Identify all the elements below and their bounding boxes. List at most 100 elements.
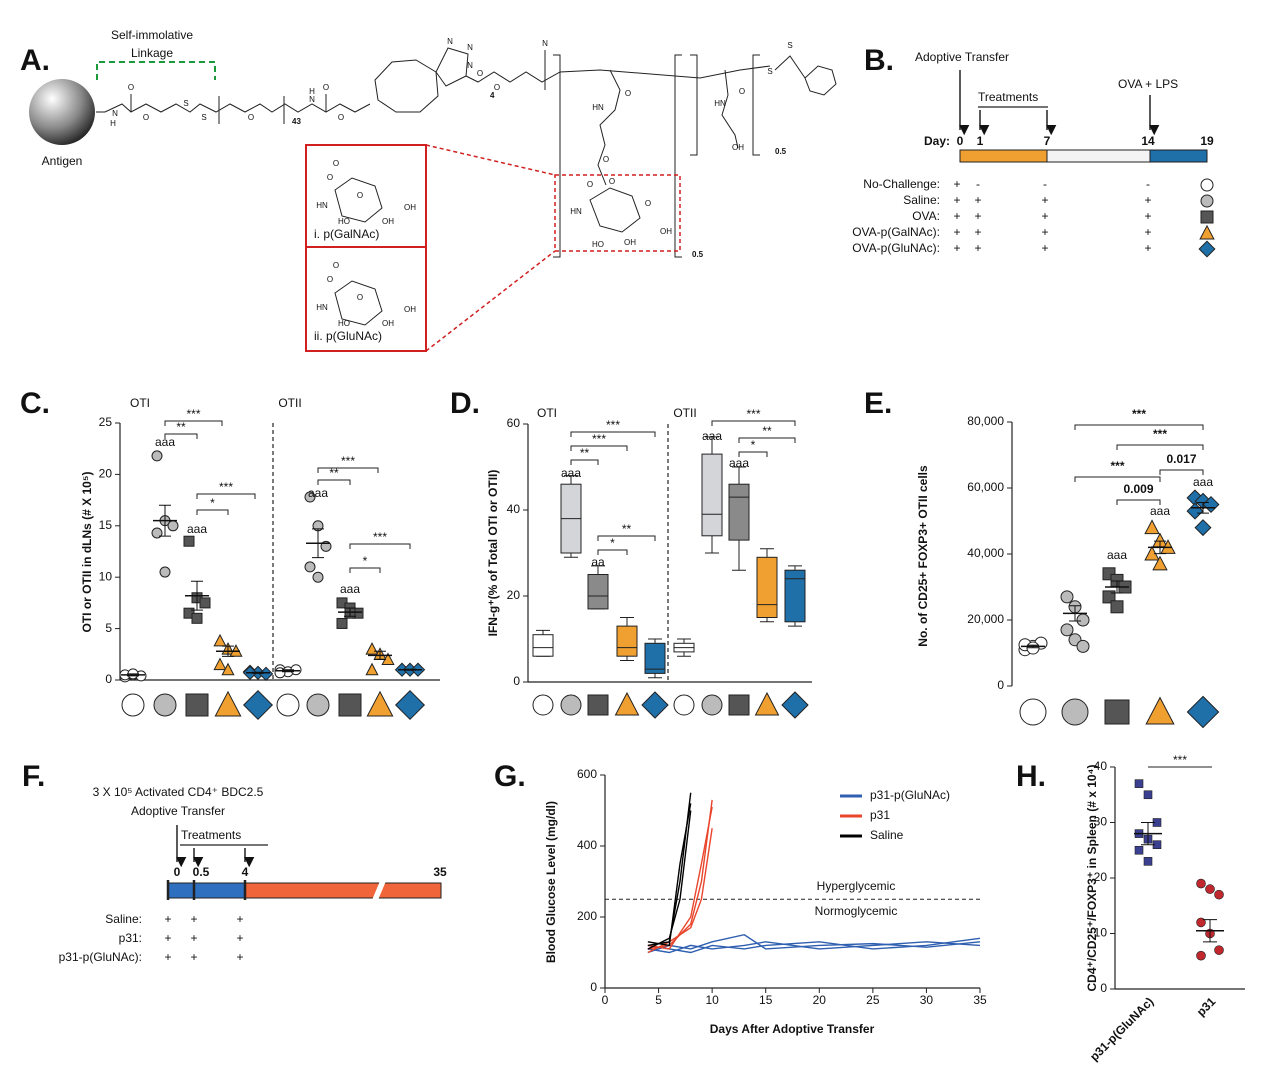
sig-label: ** [329,466,339,480]
row-mark: + [1041,241,1048,255]
x-tick-label: 35 [973,993,987,1007]
error-bar [404,668,416,671]
x-tick-label: 5 [655,993,662,1007]
annotation: aaa [187,522,207,536]
data-point [1196,950,1206,961]
atom: O [494,83,500,92]
panel-letter: A. [20,44,50,77]
data-point [221,662,235,676]
row-mark: - [1146,177,1150,191]
row-mark: - [976,177,980,191]
atom: S [787,41,792,50]
annotation: aaa [308,486,328,500]
y-tick-label: 0 [590,980,597,994]
annotation: aaa [340,582,360,596]
y-axis-label: IFN-g⁺(% of Total OTI or OTII) [486,470,500,637]
error-bar [159,504,171,537]
antigen-sphere [29,79,95,145]
error-bar [1027,644,1039,649]
row-mark: + [974,193,981,207]
group-symbol [1200,210,1214,224]
sig-bracket [349,567,381,573]
atom: HO [592,240,604,249]
y-tick-label: 30 [1094,815,1108,829]
panel-letter: D. [450,387,480,420]
atom: O [333,261,339,270]
atom: OH [624,238,636,247]
sig-bracket [196,493,256,499]
group-label: OTI [537,406,557,420]
series-line [647,799,713,950]
atom: N [467,43,473,52]
atom: OH [382,217,394,226]
box [644,642,666,674]
sig-label: *** [606,418,620,432]
atom: O [327,275,333,284]
sig-bracket [349,543,411,549]
row-mark: + [190,931,197,945]
sig-label: ** [580,446,590,460]
y-tick-label: 40 [1094,759,1108,773]
chem-structure [29,47,837,352]
atom: S [201,113,206,122]
sig-label: * [610,536,615,550]
data-point [183,535,195,547]
error-bar [312,528,324,559]
group-symbol [1104,699,1130,725]
atom: OH [382,319,394,328]
row-mark: + [164,912,171,926]
group-symbol [153,693,177,717]
atom: O [143,113,149,122]
linkage-label: Self-immolative [111,28,193,42]
phenyl [804,65,837,96]
day-tick: 7 [1044,134,1051,148]
chain-bonds [130,94,327,124]
data-point [191,612,203,624]
series-line [647,810,692,950]
x-tick-label: 20 [813,993,827,1007]
timeline-label: Adoptive Transfer [915,50,1009,64]
panel-letter: G. [494,760,526,793]
atom: O [645,199,651,208]
side-chain-2 [721,69,739,149]
data-point [336,617,348,629]
day-tick: 1 [977,134,984,148]
data-point [151,527,163,539]
data-point [1205,884,1215,894]
day-tick: 35 [433,865,447,879]
data-point [1134,779,1144,788]
x-tick-label: 0 [602,993,609,1007]
sugar-ring [589,187,641,233]
legend-label: p31-p(GluNAc) [870,788,950,802]
y-tick-label: 40 [507,502,521,516]
atom: O [587,180,593,189]
group-symbol [673,694,695,716]
group-symbol [754,691,780,716]
bar-segment [244,882,442,899]
group-symbol [560,694,582,716]
atom: OH [404,203,416,212]
series-line [647,806,713,950]
row-mark: + [1041,193,1048,207]
group-symbol [701,694,723,716]
atom: HN [592,103,604,112]
data-point [159,566,171,578]
row-label: OVA: [912,209,940,223]
day-tick: 14 [1141,134,1155,148]
error-bar [344,607,356,617]
error-bar [252,671,264,674]
y-axis-label: Blood Glucose Level (mg/dl) [544,801,558,963]
x-axis-label: Days After Adoptive Transfer [710,1022,875,1036]
day-tick: 19 [1200,134,1214,148]
data-point [1144,519,1160,535]
data-point [1076,639,1090,653]
atom: H [110,119,116,128]
region-label: Hyperglycemic [817,879,896,893]
sig-label: *** [341,454,355,468]
row-label: OVA-p(GluNAc): [852,241,940,255]
sig-label: *** [1153,427,1167,441]
row-mark: + [974,241,981,255]
atom: OH [404,305,416,314]
brackets [544,50,760,258]
